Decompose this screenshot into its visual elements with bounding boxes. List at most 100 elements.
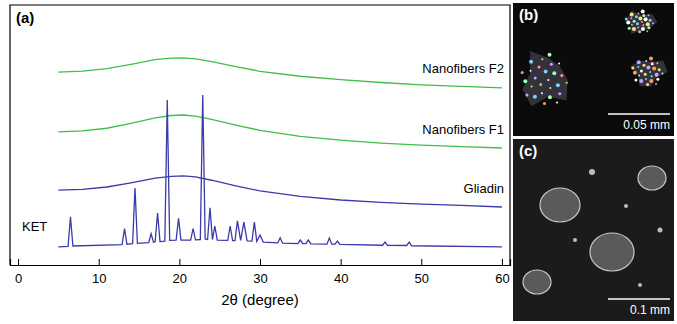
background bbox=[0, 0, 677, 324]
crystal-glint bbox=[661, 72, 663, 74]
crystal-glint bbox=[533, 95, 537, 99]
crystal-glint bbox=[641, 27, 645, 31]
crystal-clump bbox=[522, 51, 567, 106]
crystal-glint bbox=[633, 71, 637, 75]
crystal-glint bbox=[530, 70, 532, 72]
x-tick-label: 0 bbox=[15, 271, 22, 286]
x-tick-mark bbox=[421, 259, 422, 265]
crystal-glint bbox=[638, 74, 640, 76]
crystal-glint bbox=[548, 95, 552, 99]
crystal-glint bbox=[543, 102, 546, 105]
crystal-glint bbox=[637, 12, 639, 14]
crystal-glint bbox=[647, 14, 649, 16]
x-tick-mark bbox=[341, 259, 342, 265]
x-tick-label: 30 bbox=[253, 271, 267, 286]
crystal-glint bbox=[537, 66, 540, 69]
crystal-glint bbox=[541, 58, 543, 60]
particle-small bbox=[589, 169, 595, 175]
micrograph: (b)0.05 mm bbox=[513, 3, 674, 136]
crystal-glint bbox=[646, 66, 650, 70]
crystal-glint bbox=[529, 60, 533, 64]
crystal-glint bbox=[639, 79, 643, 83]
particle-small bbox=[573, 238, 577, 242]
crystal-glint bbox=[649, 19, 652, 22]
crystal-glint bbox=[646, 22, 650, 26]
x-tick-label: 20 bbox=[173, 271, 187, 286]
crystal-glint bbox=[556, 102, 558, 104]
crystal-glint bbox=[638, 30, 641, 33]
crystal-glint bbox=[631, 24, 633, 26]
x-tick-mark bbox=[502, 259, 503, 265]
x-tick: 10 bbox=[92, 259, 106, 286]
crystal-clump bbox=[630, 60, 667, 86]
crystal-glint bbox=[646, 30, 648, 32]
particle-small bbox=[624, 204, 628, 208]
x-tick-mark bbox=[18, 259, 19, 265]
crystal-glint bbox=[625, 17, 628, 20]
x-tick-label: 40 bbox=[334, 271, 348, 286]
crystal-glint bbox=[649, 57, 653, 61]
series-label: Nanofibers F1 bbox=[422, 122, 504, 137]
scale-bar bbox=[608, 113, 670, 115]
micrograph-ground bbox=[513, 139, 674, 321]
crystal-glint bbox=[550, 63, 553, 66]
crystal-glint bbox=[645, 60, 647, 62]
crystal-glint bbox=[556, 83, 560, 87]
crystal-glint bbox=[539, 83, 542, 86]
crystal-glint bbox=[635, 15, 638, 18]
crystal-glint bbox=[644, 73, 647, 76]
x-tick: 0 bbox=[15, 259, 22, 286]
x-tick-label: 60 bbox=[495, 271, 509, 286]
crystal-glint bbox=[645, 78, 647, 80]
crystal-glint bbox=[644, 17, 648, 21]
x-tick-label: 50 bbox=[415, 271, 429, 286]
x-tick: 40 bbox=[334, 259, 348, 286]
plot-frame bbox=[10, 5, 510, 265]
crystal-glint bbox=[641, 21, 643, 23]
crystal-glint bbox=[647, 26, 650, 29]
crystal-glint bbox=[637, 26, 639, 28]
x-tick: 30 bbox=[253, 259, 267, 286]
crystal-glint bbox=[549, 87, 551, 89]
crystal-glint bbox=[651, 75, 653, 77]
crystal-glint bbox=[628, 27, 631, 30]
crystal-glint bbox=[658, 68, 661, 71]
crystal-glint bbox=[641, 10, 645, 14]
crystal-glint bbox=[646, 83, 649, 86]
panel-label: (b) bbox=[519, 6, 538, 23]
x-axis-line bbox=[11, 259, 511, 266]
micrograph-ground bbox=[513, 3, 674, 136]
crystal-glint bbox=[547, 79, 549, 81]
crystal-glint bbox=[652, 66, 656, 70]
scale-bar-label: 0.1 mm bbox=[630, 303, 670, 317]
xrd-trace bbox=[58, 176, 502, 207]
xrd-trace bbox=[58, 95, 502, 247]
particle bbox=[523, 270, 551, 294]
crystal-glint bbox=[656, 62, 658, 64]
crystal-glint bbox=[630, 17, 632, 19]
x-tick: 50 bbox=[415, 259, 429, 286]
crystal-glint bbox=[626, 21, 630, 25]
crystal-glint bbox=[655, 83, 657, 85]
series-label: Nanofibers F2 bbox=[422, 61, 504, 76]
crystal-glint bbox=[656, 78, 659, 81]
particle bbox=[638, 166, 666, 190]
crystal-glint bbox=[544, 70, 548, 74]
crystal-glint bbox=[649, 71, 651, 73]
x-tick-mark bbox=[99, 259, 100, 265]
crystal-glint bbox=[523, 79, 527, 83]
x-tick-mark bbox=[260, 259, 261, 265]
series-label: KET bbox=[22, 219, 47, 234]
crystal-glint bbox=[552, 71, 556, 75]
crystal-glint bbox=[642, 64, 645, 67]
crystal-glint bbox=[636, 22, 639, 25]
crystal-glint bbox=[649, 79, 653, 83]
particle bbox=[540, 188, 580, 222]
crystal-glint bbox=[525, 93, 528, 96]
scale-bar bbox=[608, 298, 670, 300]
crystal-glint bbox=[631, 66, 634, 69]
crystal-glint bbox=[558, 92, 561, 95]
crystal-glint bbox=[521, 71, 524, 74]
particle-small bbox=[658, 228, 663, 233]
crystal-glint bbox=[566, 82, 568, 84]
